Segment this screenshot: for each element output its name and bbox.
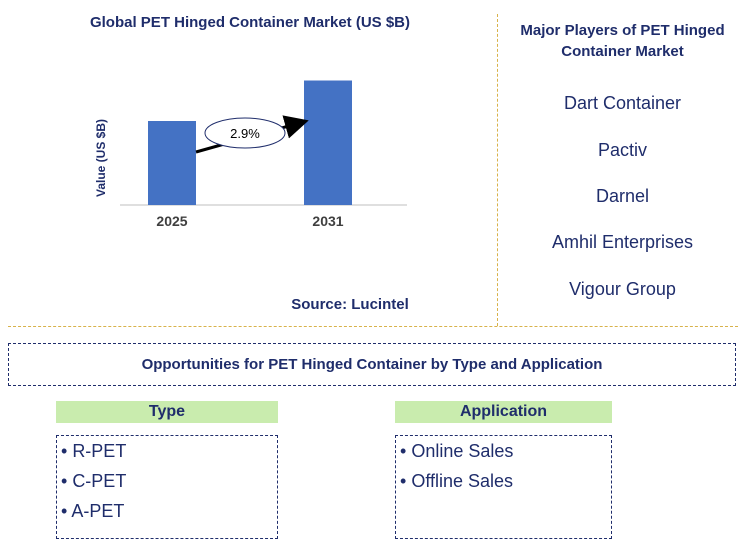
list-item: • Online Sales — [400, 441, 514, 461]
list-item: • C-PET — [61, 471, 127, 491]
vertical-divider — [497, 14, 498, 326]
player-item: Vigour Group — [569, 279, 676, 299]
player-item: Pactiv — [597, 140, 648, 160]
list-item: • A-PET — [61, 501, 125, 521]
type-heading: Type — [56, 401, 278, 423]
application-list: • Online Sales • Offline Sales — [395, 435, 612, 539]
application-heading: Application — [395, 401, 612, 423]
list-item: • R-PET — [61, 441, 127, 461]
x-tick-label: 2025 — [156, 213, 187, 229]
x-tick-label: 2031 — [312, 213, 343, 229]
growth-ellipse — [204, 117, 286, 149]
opportunities-banner — [8, 343, 736, 386]
opportunities-title: Opportunities for PET Hinged Container b… — [141, 356, 603, 373]
bar-2025 — [148, 121, 196, 205]
type-list: • R-PET • C-PET • A-PET — [56, 435, 278, 539]
player-item: Dart Container — [563, 93, 682, 113]
horizontal-divider — [8, 326, 738, 327]
player-item: Darnel — [595, 186, 650, 206]
bars-group: 2025 2031 — [148, 80, 352, 229]
chart-title: Global PET Hinged Container Market (US $… — [89, 14, 411, 31]
players-title: Major Players of PET Hinged Container Ma… — [520, 22, 725, 60]
source-note: Source: Lucintel — [291, 296, 409, 313]
list-item: • Offline Sales — [400, 471, 514, 491]
player-item: Amhil Enterprises — [551, 232, 694, 252]
growth-rate-label: 2.9% — [230, 126, 260, 141]
bar-chart: Value (US $B) 2025 2031 2.9% — [94, 80, 407, 229]
y-axis-label: Value (US $B) — [94, 119, 108, 197]
bar-2031 — [304, 80, 352, 205]
